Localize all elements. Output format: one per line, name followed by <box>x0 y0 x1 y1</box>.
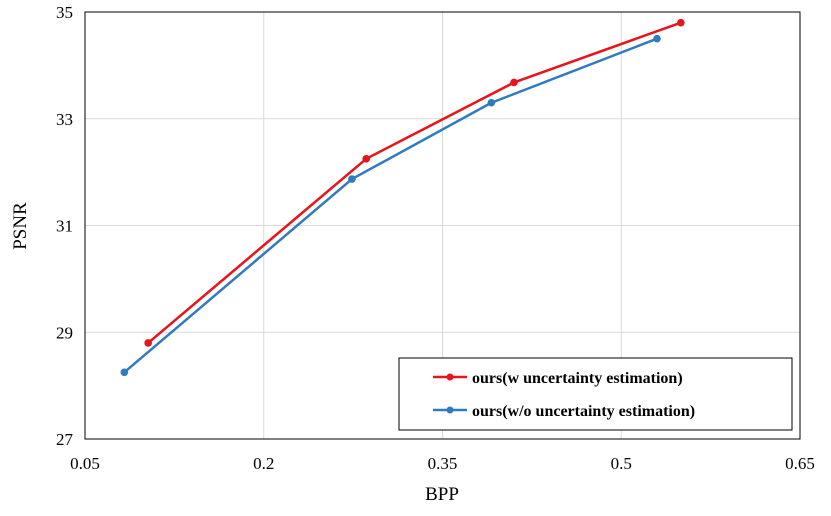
y-tick-label: 31 <box>56 217 73 236</box>
series-line-1 <box>123 37 658 374</box>
legend-marker-w-uncertainty <box>446 373 454 381</box>
series-point-0 <box>677 18 685 27</box>
series-point-0 <box>362 154 371 163</box>
series-point-0 <box>144 339 152 347</box>
series-point-1 <box>120 368 129 377</box>
series-line-0 <box>147 21 682 344</box>
series-layer <box>120 18 685 377</box>
y-tick-label: 35 <box>56 3 73 22</box>
x-tick-label: 0.35 <box>428 454 458 473</box>
x-axis-title: BPP <box>425 484 459 505</box>
legend-label-w-uncertainty: ours(w uncertainty estimation) <box>472 370 683 387</box>
x-tick-label: 0.05 <box>70 454 100 473</box>
series-point-1 <box>348 175 356 183</box>
series-point-1 <box>653 34 661 43</box>
legend-label-wo-uncertainty: ours(w/o uncertainty estimation) <box>472 403 695 420</box>
tick-labels: 0.05 0.2 0.35 0.5 0.65 27 29 31 33 35 <box>56 3 815 473</box>
legend-box <box>398 357 793 431</box>
x-tick-label: 0.65 <box>785 454 815 473</box>
series-point-1 <box>487 98 496 107</box>
series-point-0 <box>510 78 518 87</box>
x-tick-label: 0.2 <box>253 454 274 473</box>
y-tick-label: 27 <box>56 430 74 449</box>
y-axis-title: PSNR <box>10 202 31 250</box>
legend-marker-wo-uncertainty <box>446 406 454 414</box>
y-tick-label: 29 <box>56 323 73 342</box>
x-tick-label: 0.5 <box>611 454 632 473</box>
legend: ours(w uncertainty estimation) ours(w/o … <box>398 357 793 431</box>
plot-area-frame <box>84 11 801 440</box>
y-tick-label: 33 <box>56 110 73 129</box>
